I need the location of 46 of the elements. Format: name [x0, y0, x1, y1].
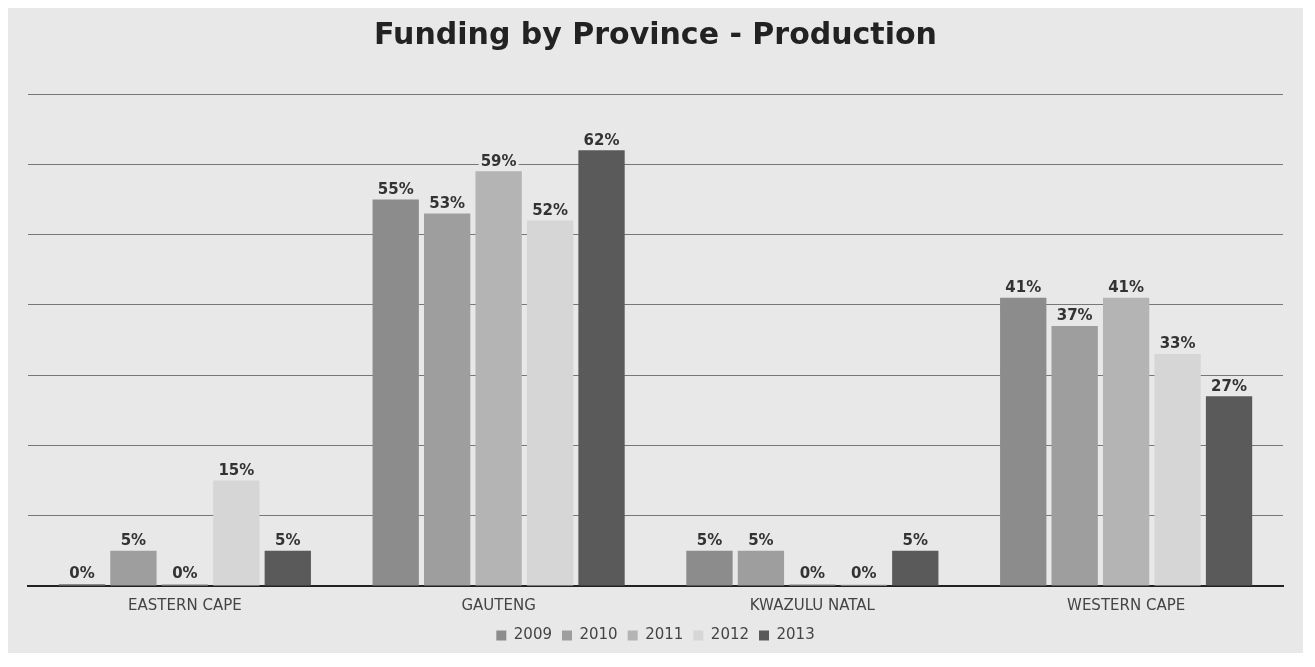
bar: [475, 171, 522, 586]
legend-label: 2009: [513, 625, 552, 644]
data-label: 59%: [480, 151, 517, 170]
chart-title: Funding by Province - Production: [374, 15, 937, 51]
legend-label: 2010: [579, 625, 618, 644]
data-label: 0%: [799, 564, 826, 583]
data-label: 53%: [429, 193, 466, 212]
data-label: 5%: [696, 531, 723, 550]
bar: [892, 550, 939, 586]
bar: [737, 550, 785, 586]
data-label: 55%: [377, 179, 414, 198]
data-label: 62%: [583, 130, 620, 149]
bar: [264, 550, 311, 586]
bar: [1102, 297, 1150, 586]
bar: [424, 213, 471, 586]
x-tick-label: GAUTENG: [461, 595, 536, 614]
bar: [1000, 297, 1047, 586]
bar: [1051, 325, 1098, 586]
x-tick-label: WESTERN CAPE: [1067, 595, 1186, 614]
data-label: 41%: [1108, 278, 1145, 297]
bar: [213, 480, 260, 586]
legend-label: 2012: [710, 625, 750, 644]
bar: [1154, 354, 1201, 586]
data-label: 5%: [902, 531, 929, 550]
data-label: 33%: [1159, 334, 1196, 353]
data-label: 0%: [851, 564, 877, 583]
bar: [686, 550, 733, 586]
bar: [578, 150, 625, 586]
data-label: 27%: [1211, 376, 1247, 395]
data-label: 0%: [172, 564, 198, 583]
bar: [526, 220, 574, 586]
data-label: 0%: [69, 564, 95, 583]
bar: [372, 199, 419, 586]
data-label: 41%: [1005, 278, 1042, 297]
data-label: 5%: [748, 531, 774, 550]
data-label: 37%: [1056, 306, 1093, 325]
bar: [1205, 396, 1253, 586]
data-label: 5%: [120, 531, 147, 550]
legend-label: 2013: [776, 625, 815, 644]
x-tick-label: KWAZULU NATAL: [749, 595, 876, 614]
data-label: 5%: [275, 531, 301, 550]
data-label: 15%: [218, 460, 255, 479]
x-tick-label: EASTERN CAPE: [128, 595, 242, 614]
legend-label: 2011: [645, 625, 684, 644]
bar: [110, 550, 157, 586]
data-label: 52%: [532, 200, 569, 219]
